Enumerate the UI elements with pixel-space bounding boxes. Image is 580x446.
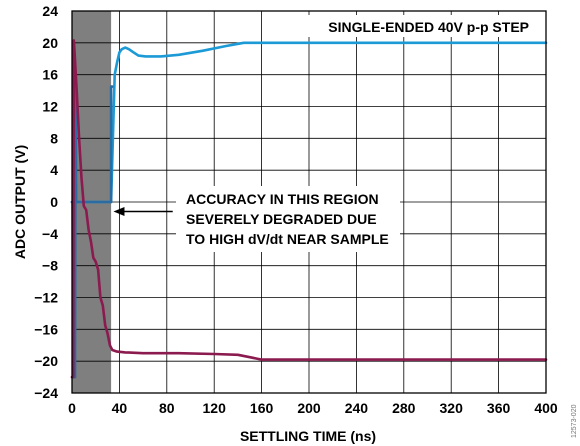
plot-frame xyxy=(71,10,547,394)
x-tick-label: 160 xyxy=(250,400,274,416)
grid-layer xyxy=(72,11,546,393)
x-axis-title: SETTLING TIME (ns) xyxy=(240,428,376,444)
y-tick-label: −24 xyxy=(34,385,58,401)
region-note-background xyxy=(176,186,400,252)
x-tick-labels: 0 40 80 120 160 200 240 280 320 360 400 xyxy=(68,400,558,416)
region-note-line-2: SEVERELY DEGRADED DUE xyxy=(186,211,377,227)
y-tick-label: −4 xyxy=(42,226,58,242)
y-tick-labels: −24 −20 −16 −12 −8 −4 0 4 8 12 16 20 24 xyxy=(34,3,58,401)
x-tick-label: 40 xyxy=(112,400,128,416)
y-tick-label: −8 xyxy=(42,258,58,274)
region-note-line-1: ACCURACY IN THIS REGION xyxy=(186,191,379,207)
x-tick-label: 80 xyxy=(159,400,175,416)
x-tick-label: 240 xyxy=(345,400,369,416)
annotation-layer: SINGLE-ENDED 40V p-p STEP ACCURACY IN TH… xyxy=(113,15,532,252)
x-tick-label: 400 xyxy=(534,400,558,416)
y-tick-label: −16 xyxy=(34,321,58,337)
series-line-1 xyxy=(70,41,548,204)
y-tick-label: 0 xyxy=(50,194,58,210)
x-tick-label: 360 xyxy=(487,400,511,416)
x-tick-label: 280 xyxy=(392,400,416,416)
region-note-line-3: TO HIGH dV/dt NEAR SAMPLE xyxy=(186,231,389,247)
y-tick-label: −20 xyxy=(34,353,58,369)
y-tick-label: 20 xyxy=(42,35,58,51)
annotation-arrowhead xyxy=(113,207,125,217)
x-tick-label: 120 xyxy=(203,400,227,416)
y-axis-title: ADC OUTPUT (V) xyxy=(12,145,28,259)
y-tick-label: 16 xyxy=(42,67,58,83)
figure-id: 12573-020 xyxy=(571,404,578,438)
corner-label: SINGLE-ENDED 40V p-p STEP xyxy=(328,19,529,35)
x-tick-label: 200 xyxy=(297,400,321,416)
y-tick-label: 4 xyxy=(50,162,58,178)
x-tick-label: 320 xyxy=(440,400,464,416)
y-tick-label: −12 xyxy=(34,290,58,306)
y-tick-label: 8 xyxy=(50,130,58,146)
y-tick-label: 24 xyxy=(42,3,58,19)
x-tick-label: 0 xyxy=(68,400,76,416)
series-line-3 xyxy=(70,39,548,379)
y-tick-label: 12 xyxy=(42,99,58,115)
corner-label-background xyxy=(296,15,532,37)
series-layer xyxy=(70,39,548,379)
